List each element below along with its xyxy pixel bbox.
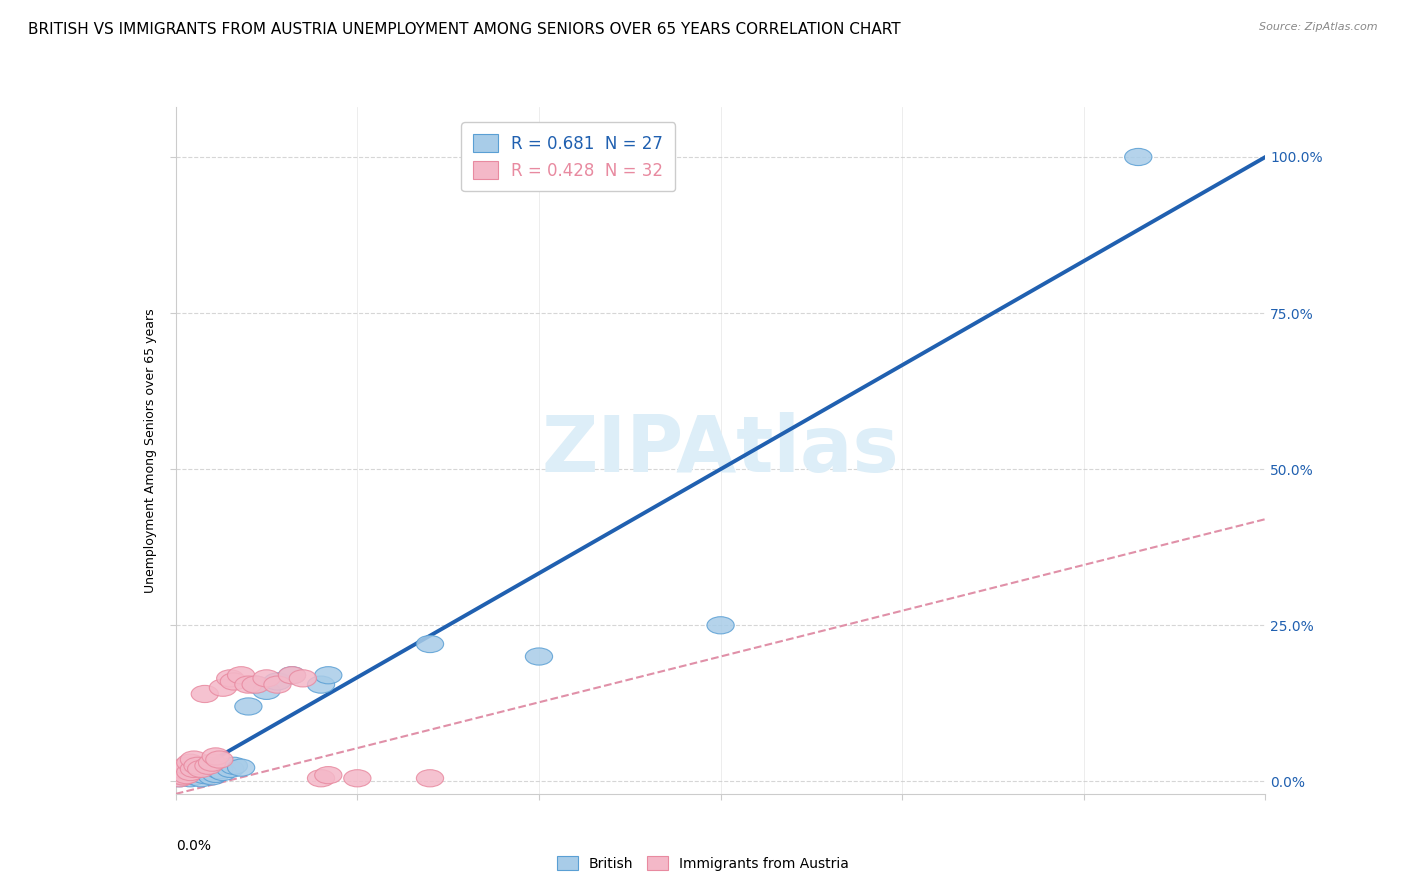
Text: 0.0%: 0.0% bbox=[176, 838, 211, 853]
Ellipse shape bbox=[217, 670, 243, 687]
Ellipse shape bbox=[221, 673, 247, 690]
Ellipse shape bbox=[180, 760, 208, 778]
Text: ZIPAtlas: ZIPAtlas bbox=[541, 412, 900, 489]
Ellipse shape bbox=[173, 757, 200, 774]
Ellipse shape bbox=[707, 616, 734, 634]
Ellipse shape bbox=[228, 759, 254, 776]
Ellipse shape bbox=[416, 770, 444, 787]
Ellipse shape bbox=[315, 666, 342, 684]
Ellipse shape bbox=[198, 754, 226, 772]
Ellipse shape bbox=[202, 747, 229, 765]
Ellipse shape bbox=[195, 757, 222, 774]
Ellipse shape bbox=[173, 766, 200, 784]
Ellipse shape bbox=[205, 762, 233, 779]
Ellipse shape bbox=[343, 770, 371, 787]
Ellipse shape bbox=[184, 757, 211, 774]
Ellipse shape bbox=[184, 765, 211, 782]
Ellipse shape bbox=[177, 770, 204, 787]
Ellipse shape bbox=[177, 754, 204, 772]
Ellipse shape bbox=[187, 770, 215, 787]
Ellipse shape bbox=[278, 666, 305, 684]
Ellipse shape bbox=[264, 673, 291, 690]
Ellipse shape bbox=[253, 670, 280, 687]
Ellipse shape bbox=[180, 751, 208, 768]
Ellipse shape bbox=[166, 766, 193, 784]
Ellipse shape bbox=[242, 676, 270, 693]
Ellipse shape bbox=[195, 764, 222, 780]
Ellipse shape bbox=[167, 764, 195, 780]
Ellipse shape bbox=[416, 635, 444, 653]
Ellipse shape bbox=[180, 768, 208, 785]
Ellipse shape bbox=[202, 765, 229, 782]
Ellipse shape bbox=[209, 679, 236, 697]
Ellipse shape bbox=[169, 768, 197, 785]
Ellipse shape bbox=[278, 666, 305, 684]
Ellipse shape bbox=[308, 676, 335, 693]
Ellipse shape bbox=[173, 766, 200, 784]
Ellipse shape bbox=[198, 768, 226, 785]
Ellipse shape bbox=[191, 685, 218, 703]
Ellipse shape bbox=[169, 768, 197, 785]
Ellipse shape bbox=[235, 698, 262, 715]
Text: Source: ZipAtlas.com: Source: ZipAtlas.com bbox=[1260, 22, 1378, 32]
Ellipse shape bbox=[526, 648, 553, 665]
Ellipse shape bbox=[205, 751, 233, 768]
Ellipse shape bbox=[221, 757, 247, 774]
Ellipse shape bbox=[290, 670, 316, 687]
Ellipse shape bbox=[191, 766, 218, 784]
Ellipse shape bbox=[217, 760, 243, 778]
Ellipse shape bbox=[177, 764, 204, 780]
Ellipse shape bbox=[308, 770, 335, 787]
Y-axis label: Unemployment Among Seniors over 65 years: Unemployment Among Seniors over 65 years bbox=[143, 308, 157, 593]
Ellipse shape bbox=[242, 676, 270, 693]
Ellipse shape bbox=[166, 770, 193, 787]
Legend: R = 0.681  N = 27, R = 0.428  N = 32: R = 0.681 N = 27, R = 0.428 N = 32 bbox=[461, 122, 675, 191]
Ellipse shape bbox=[228, 666, 254, 684]
Ellipse shape bbox=[209, 764, 236, 780]
Text: BRITISH VS IMMIGRANTS FROM AUSTRIA UNEMPLOYMENT AMONG SENIORS OVER 65 YEARS CORR: BRITISH VS IMMIGRANTS FROM AUSTRIA UNEMP… bbox=[28, 22, 901, 37]
Ellipse shape bbox=[315, 766, 342, 784]
Ellipse shape bbox=[264, 676, 291, 693]
Ellipse shape bbox=[166, 770, 193, 787]
Ellipse shape bbox=[253, 682, 280, 699]
Ellipse shape bbox=[169, 762, 197, 779]
Ellipse shape bbox=[187, 760, 215, 778]
Ellipse shape bbox=[1125, 148, 1152, 166]
Ellipse shape bbox=[235, 676, 262, 693]
Legend: British, Immigrants from Austria: British, Immigrants from Austria bbox=[551, 850, 855, 876]
